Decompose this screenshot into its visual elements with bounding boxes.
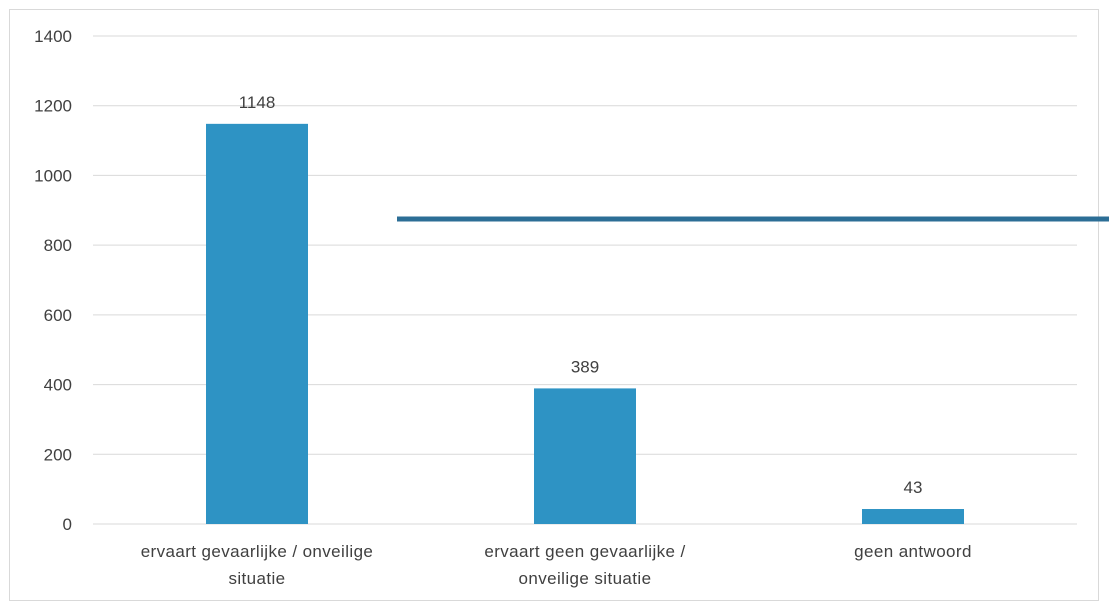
bars xyxy=(206,123,964,524)
category-label-line: ervaart gevaarlijke / onveilige xyxy=(141,542,374,561)
y-tick-label: 800 xyxy=(44,236,72,255)
data-label: 389 xyxy=(571,357,599,376)
category-label-line: onveilige situatie xyxy=(519,569,652,588)
bar xyxy=(862,509,964,524)
data-labels: 1148 389 43 xyxy=(239,93,923,497)
category-labels: ervaart gevaarlijke / onveilige situatiee… xyxy=(141,542,972,588)
category-label: ervaart geen gevaarlijke / onveilige situ… xyxy=(484,542,685,588)
y-tick-label: 0 xyxy=(63,515,72,534)
category-label-line: geen antwoord xyxy=(854,542,972,561)
bar xyxy=(206,123,308,524)
y-tick-label: 600 xyxy=(44,306,72,325)
y-tick-label: 1000 xyxy=(34,166,72,185)
category-label-line: ervaart geen gevaarlijke / xyxy=(484,542,685,561)
category-label-line: situatie xyxy=(228,569,285,588)
y-tick-label: 1400 xyxy=(34,27,72,46)
category-label: ervaart gevaarlijke / onveilige situatie xyxy=(141,542,374,588)
y-axis-tick-labels: 0 200 400 600 800 1000 1200 1400 xyxy=(34,27,72,534)
y-tick-label: 400 xyxy=(44,376,72,395)
y-tick-label: 1200 xyxy=(34,97,72,116)
data-label: 43 xyxy=(904,478,923,497)
y-tick-label: 200 xyxy=(44,445,72,464)
category-label: geen antwoord xyxy=(854,542,972,561)
bar xyxy=(534,388,636,524)
data-label: 1148 xyxy=(239,93,276,112)
